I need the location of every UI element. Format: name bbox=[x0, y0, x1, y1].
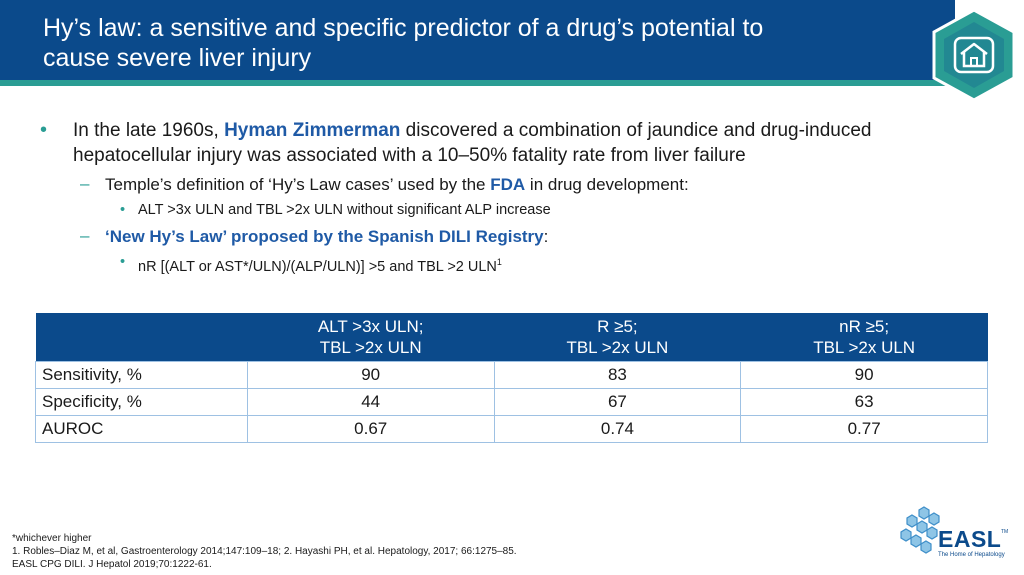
fda-highlight: FDA bbox=[490, 175, 526, 194]
table-row: AUROC 0.67 0.74 0.77 bbox=[35, 415, 988, 443]
table-header-cell bbox=[35, 313, 248, 362]
reference-superscript: 1 bbox=[496, 257, 502, 267]
home-button[interactable] bbox=[928, 8, 1020, 102]
bullet-level-2-temple: – Temple’s definition of ‘Hy’s Law cases… bbox=[40, 174, 990, 196]
table-header-cell: R ≥5; TBL >2x ULN bbox=[494, 313, 741, 362]
footnote-references: 1. Robles–Diaz M, et al, Gastroenterolog… bbox=[12, 546, 517, 557]
table-header-row: ALT >3x ULN; TBL >2x ULN R ≥5; TBL >2x ULN… bbox=[35, 313, 988, 362]
header-accent-line bbox=[0, 80, 955, 86]
header-line: nR ≥5; bbox=[839, 317, 890, 336]
table-row: Sensitivity, % 90 83 90 bbox=[35, 361, 988, 389]
slide-title: Hy’s law: a sensitive and specific predi… bbox=[43, 13, 923, 73]
bullet-text: : bbox=[543, 227, 549, 246]
hys-law-comparison-table: ALT >3x ULN; TBL >2x ULN R ≥5; TBL >2x ULN… bbox=[35, 313, 988, 443]
footnote-guideline: EASL CPG DILI. J Hepatol 2019;70:1222-61… bbox=[12, 559, 212, 570]
header-line: ALT >3x ULN; bbox=[317, 317, 424, 336]
table-header-cell: nR ≥5; TBL >2x ULN bbox=[740, 313, 988, 362]
table-cell: 0.67 bbox=[246, 415, 495, 443]
table-cell: 63 bbox=[740, 388, 988, 416]
easl-molecule-icon bbox=[900, 506, 940, 554]
row-label: Specificity, % bbox=[35, 388, 248, 416]
footnote-whichever: *whichever higher bbox=[12, 533, 92, 544]
bullet-text: Temple’s definition of ‘Hy’s Law cases’ … bbox=[105, 175, 491, 194]
header-line: TBL >2x ULN bbox=[566, 338, 669, 357]
easl-logo-text: EASL bbox=[938, 526, 1002, 552]
header-line: TBL >2x ULN bbox=[813, 338, 916, 357]
bullet-text: nR [(ALT or AST*/ULN)/(ALP/ULN)] >5 and … bbox=[138, 258, 497, 275]
slide-body: • In the late 1960s, Hyman Zimmerman dis… bbox=[40, 118, 990, 277]
bullet-text: ALT >3x ULN and TBL >2x ULN without sign… bbox=[138, 202, 551, 218]
bullet-dot: • bbox=[120, 202, 126, 218]
bullet-level-3-nr-criteria: • nR [(ALT or AST*/ULN)/(ALP/ULN)] >5 an… bbox=[40, 252, 990, 277]
bullet-dot: • bbox=[40, 119, 48, 141]
bullet-level-2-new-hys-law: – ‘New Hy’s Law’ proposed by the Spanish… bbox=[40, 226, 990, 248]
bullet-level-1: • In the late 1960s, Hyman Zimmerman dis… bbox=[40, 118, 990, 168]
row-label: Sensitivity, % bbox=[35, 361, 248, 389]
bullet-text: discovered a combination of jaundice and… bbox=[73, 120, 872, 166]
table-header-cell: ALT >3x ULN; TBL >2x ULN bbox=[247, 313, 495, 362]
new-hys-law-highlight: ‘New Hy’s Law’ proposed by the Spanish D… bbox=[105, 227, 544, 246]
header-line: TBL >2x ULN bbox=[319, 338, 422, 357]
table-cell: 83 bbox=[493, 361, 742, 389]
header-line: R ≥5; bbox=[597, 317, 638, 336]
home-icon bbox=[932, 8, 1016, 102]
table-row: Specificity, % 44 67 63 bbox=[35, 388, 988, 416]
title-line-1: Hy’s law: a sensitive and specific predi… bbox=[43, 14, 764, 42]
table-cell: 44 bbox=[246, 388, 495, 416]
bullet-text: In the late 1960s, bbox=[73, 120, 225, 141]
row-label: AUROC bbox=[35, 415, 248, 443]
table-cell: 90 bbox=[740, 361, 988, 389]
bullet-text: in drug development: bbox=[525, 175, 689, 194]
table-cell: 0.74 bbox=[493, 415, 742, 443]
easl-logo-tagline: The Home of Hepatology bbox=[938, 552, 1005, 558]
footnotes: *whichever higher 1. Robles–Diaz M, et a… bbox=[12, 532, 517, 571]
easl-logo-tm: TM bbox=[1001, 529, 1009, 535]
table-cell: 0.77 bbox=[740, 415, 988, 443]
bullet-dash: – bbox=[80, 226, 90, 245]
title-line-2: cause severe liver injury bbox=[43, 44, 312, 72]
bullet-dot: • bbox=[120, 254, 126, 270]
slide-header: Hy’s law: a sensitive and specific predi… bbox=[0, 0, 955, 80]
bullet-level-3-alt-criteria: • ALT >3x ULN and TBL >2x ULN without si… bbox=[40, 200, 990, 220]
table-cell: 90 bbox=[246, 361, 495, 389]
table-cell: 67 bbox=[493, 388, 742, 416]
bullet-dash: – bbox=[80, 174, 90, 193]
hyman-zimmerman-highlight: Hyman Zimmerman bbox=[224, 120, 401, 141]
